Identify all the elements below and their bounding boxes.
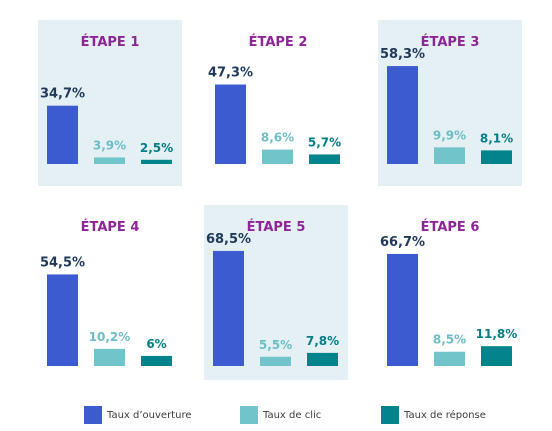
bar-click xyxy=(94,157,125,164)
data-label-reply: 7,8% xyxy=(306,334,339,348)
data-label-open: 34,7% xyxy=(40,87,85,102)
data-label-click: 9,9% xyxy=(433,128,466,142)
bar-click xyxy=(434,351,465,366)
legend-label-reply: Taux de réponse xyxy=(404,409,486,421)
legend-swatch-reply xyxy=(381,406,399,424)
bar-reply xyxy=(307,352,338,366)
bar-click xyxy=(94,348,125,366)
bar-open xyxy=(47,274,78,366)
chart-panel-step-3: ÉTAPE 3 58,3% 9,9% 8,1% xyxy=(378,20,522,186)
bar-reply xyxy=(141,159,172,164)
data-label-open: 68,5% xyxy=(206,232,251,247)
data-label-click: 3,9% xyxy=(93,138,126,152)
chart-title: ÉTAPE 6 xyxy=(420,220,480,235)
bar-click xyxy=(262,149,293,164)
bar-plot: 47,3% 8,6% 5,7% xyxy=(208,66,341,164)
data-label-open: 58,3% xyxy=(380,47,425,62)
chart-title: ÉTAPE 1 xyxy=(80,35,140,50)
chart-panel-step-4: ÉTAPE 4 54,5% 10,2% 6% xyxy=(38,205,182,380)
chart-title: ÉTAPE 5 xyxy=(246,220,306,235)
bar-open xyxy=(213,250,244,366)
bar-reply xyxy=(309,154,340,164)
legend-item-reply: Taux de réponse xyxy=(381,406,486,424)
bar-plot: 34,7% 3,9% 2,5% xyxy=(40,87,173,164)
legend-label-open: Taux d’ouverture xyxy=(107,409,192,421)
legend-swatch-click xyxy=(240,406,258,424)
chart-title: ÉTAPE 3 xyxy=(420,35,480,50)
bar-click xyxy=(260,356,291,366)
chart-title: ÉTAPE 4 xyxy=(80,220,140,235)
bar-plot: 68,5% 5,5% 7,8% xyxy=(206,232,339,366)
data-label-click: 10,2% xyxy=(89,330,131,344)
data-label-reply: 8,1% xyxy=(480,131,513,145)
bar-reply xyxy=(481,150,512,164)
legend-swatch-open xyxy=(84,406,102,424)
data-label-reply: 2,5% xyxy=(140,141,173,155)
chart-grid: ÉTAPE 1 34,7% 3,9% 2,5% ÉTAPE 2 47,3% 8,6% 5,7%… xyxy=(38,20,522,380)
chart-title: ÉTAPE 2 xyxy=(248,35,308,50)
data-label-open: 47,3% xyxy=(208,66,253,81)
bar-reply xyxy=(481,346,512,366)
bar-open xyxy=(387,66,418,164)
chart-panel-step-2: ÉTAPE 2 47,3% 8,6% 5,7% xyxy=(206,20,350,186)
bar-reply xyxy=(141,355,172,366)
data-label-click: 5,5% xyxy=(259,338,292,352)
data-label-open: 54,5% xyxy=(40,255,85,270)
legend-item-click: Taux de clic xyxy=(240,406,321,424)
bar-open xyxy=(47,105,78,164)
chart-panel-step-5: ÉTAPE 5 68,5% 5,5% 7,8% xyxy=(204,205,348,380)
data-label-reply: 11,8% xyxy=(476,327,518,341)
bar-plot: 66,7% 8,5% 11,8% xyxy=(380,235,518,366)
bar-click xyxy=(434,147,465,164)
bar-plot: 54,5% 10,2% 6% xyxy=(40,255,172,366)
data-label-click: 8,5% xyxy=(433,333,466,347)
chart-panel-step-6: ÉTAPE 6 66,7% 8,5% 11,8% xyxy=(378,205,522,380)
legend-label-click: Taux de clic xyxy=(263,409,322,421)
bar-plot: 58,3% 9,9% 8,1% xyxy=(380,47,513,164)
data-label-reply: 6% xyxy=(146,337,166,351)
bar-open xyxy=(387,253,418,366)
data-label-open: 66,7% xyxy=(380,235,425,250)
data-label-reply: 5,7% xyxy=(308,135,341,149)
bar-open xyxy=(215,84,246,164)
data-label-click: 8,6% xyxy=(261,131,294,145)
legend-item-open: Taux d’ouverture xyxy=(84,406,191,424)
chart-panel-step-1: ÉTAPE 1 34,7% 3,9% 2,5% xyxy=(38,20,182,186)
legend: Taux d’ouverture Taux de clic Taux de ré… xyxy=(0,400,552,430)
